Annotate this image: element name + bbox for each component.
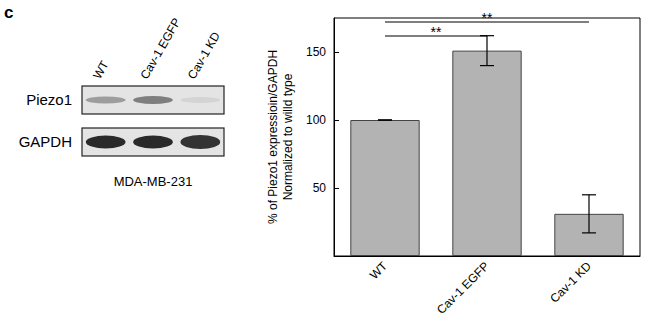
svg-text:50: 50 <box>313 181 327 195</box>
svg-text:100: 100 <box>306 113 326 127</box>
svg-text:Normalized to willd type: Normalized to willd type <box>281 73 295 200</box>
svg-text:150: 150 <box>306 45 326 59</box>
svg-text:Cav-1 EGFP: Cav-1 EGFP <box>137 16 183 82</box>
svg-text:GAPDH: GAPDH <box>19 133 72 150</box>
svg-text:c: c <box>4 3 13 22</box>
svg-text:Cav-1 EGFP: Cav-1 EGFP <box>434 259 492 317</box>
svg-text:**: ** <box>431 24 442 40</box>
svg-text:Cav-1 KD: Cav-1 KD <box>185 29 223 81</box>
svg-text:Piezo1: Piezo1 <box>26 91 72 108</box>
svg-text:**: ** <box>482 10 493 26</box>
svg-text:WT: WT <box>90 58 112 82</box>
svg-text:WT: WT <box>367 259 391 283</box>
svg-text:% of Piezo1 expressioin/GAPDH: % of Piezo1 expressioin/GAPDH <box>266 50 280 224</box>
svg-text:Cav-1 KD: Cav-1 KD <box>547 259 594 306</box>
svg-text:MDA-MB-231: MDA-MB-231 <box>114 174 193 189</box>
